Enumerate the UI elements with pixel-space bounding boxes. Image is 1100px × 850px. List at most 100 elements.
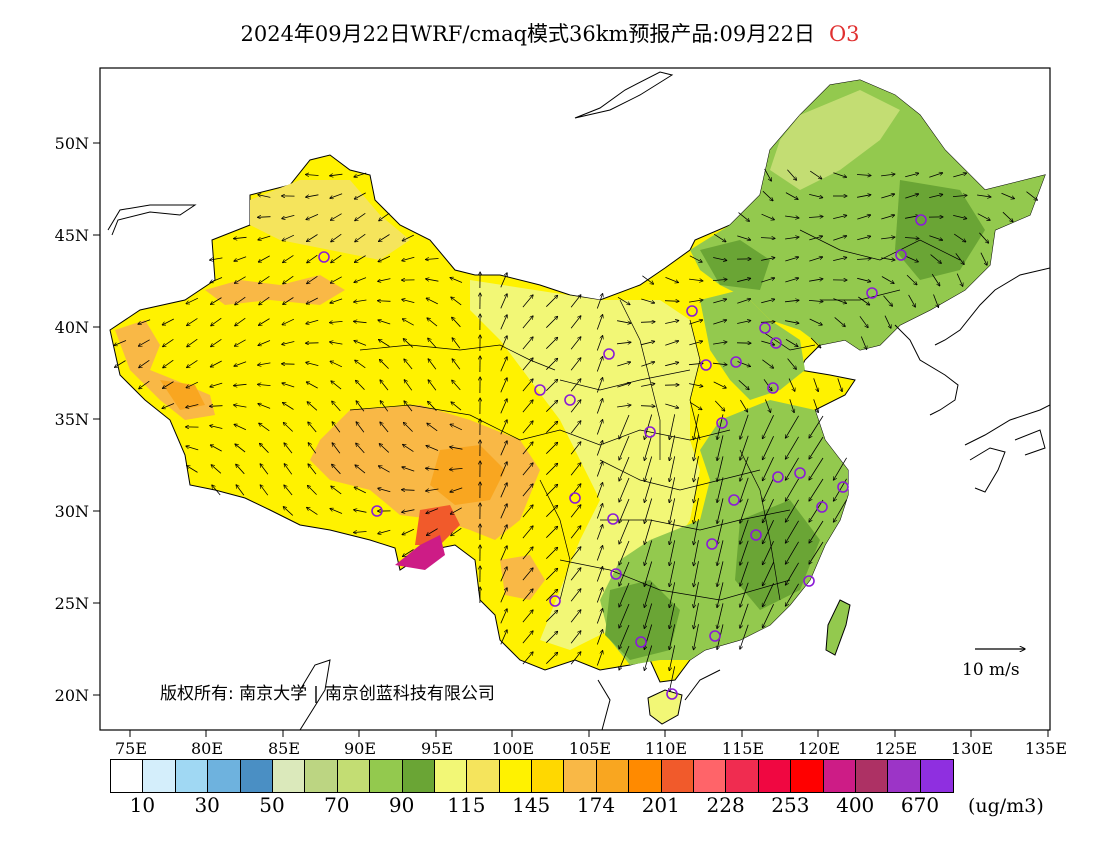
wind-vector: [617, 362, 630, 367]
zone-deeporange-west: [160, 380, 205, 410]
wind-vector: [762, 541, 774, 565]
wind-vector: [737, 278, 751, 283]
wind-vector: [402, 299, 415, 303]
wind-vector: [379, 340, 390, 347]
wind-vector: [284, 485, 293, 496]
wind-vector: [426, 468, 439, 470]
wind-vector: [307, 402, 318, 411]
wind-vector: [259, 318, 270, 326]
wind-vector: [500, 504, 507, 519]
wind-vector: [522, 484, 533, 497]
colorbar-swatch: [596, 760, 630, 792]
wind-vector: [330, 361, 343, 368]
lon-tick-label: 135E: [1025, 739, 1067, 758]
colorbar-label: 30: [194, 793, 220, 817]
wind-vector: [570, 379, 581, 392]
wind-vector: [955, 253, 964, 264]
axis-tick-marks: [93, 142, 1049, 737]
wind-vector: [714, 400, 725, 411]
zone-deeporange: [430, 445, 505, 505]
colorbar-label: 400: [836, 793, 875, 817]
zone-green-north: [700, 290, 805, 400]
wind-vector: [451, 402, 462, 411]
wind-vector: [355, 465, 366, 474]
wind-vector: [809, 318, 823, 325]
wind-vector: [762, 583, 774, 607]
wind-vector: [452, 359, 461, 370]
wind-vector: [402, 319, 414, 326]
wind-vector: [644, 456, 653, 482]
wind-vector: [379, 234, 390, 242]
wind-vector: [114, 340, 127, 346]
wind-vector: [282, 383, 295, 388]
wind-vector: [906, 274, 917, 285]
wind-vector: [931, 273, 940, 286]
wind-vector: [500, 441, 507, 456]
wind-vector: [596, 525, 602, 540]
wind-vector: [500, 462, 507, 477]
wind-vector: [378, 301, 391, 302]
wind-vector: [306, 214, 319, 219]
wind-vector: [402, 509, 415, 513]
wind-vector: [837, 378, 842, 391]
lon-tick-label: 120E: [798, 739, 840, 758]
wind-vector: [426, 528, 438, 536]
wind-vector: [210, 277, 223, 283]
wind-vector: [930, 254, 942, 264]
wind-vector: [953, 233, 966, 242]
wind-vector: [259, 296, 270, 305]
wind-vector: [186, 381, 199, 388]
wind-vector: [761, 258, 775, 261]
map-title: 2024年09月22日WRF/cmaq模式36km预报产品:09月22日 O3: [0, 18, 1100, 48]
wind-vector: [570, 652, 581, 665]
wind-vector: [282, 234, 295, 241]
wind-vector: [332, 401, 341, 412]
wind-vector: [163, 338, 174, 346]
colorbar-swatch: [888, 760, 921, 792]
wind-vector: [881, 257, 895, 260]
wind-vector: [689, 341, 702, 346]
wind-vector: [689, 255, 702, 262]
wind-vector: [139, 380, 150, 389]
wind-vector: [596, 504, 602, 519]
wind-vector: [234, 424, 247, 431]
copyright-label: 版权所有:: [160, 684, 234, 704]
wind-vector: [259, 423, 270, 432]
wind-vector: [785, 320, 799, 324]
wind-vector: [451, 297, 462, 306]
wind-vector: [785, 520, 799, 543]
wind-vector: [617, 383, 630, 388]
wind-vector: [762, 359, 773, 368]
wind-vector: [258, 404, 271, 409]
wind-vector: [740, 477, 749, 503]
lon-tick-label: 80E: [191, 739, 223, 758]
wind-vector: [354, 192, 366, 199]
wind-vector: [762, 499, 774, 523]
wind-vector: [354, 300, 367, 302]
colorbar-label: 90: [388, 793, 415, 817]
wind-vector: [619, 414, 630, 439]
wind-vector: [570, 295, 581, 308]
wind-vector: [596, 336, 602, 351]
colorbar-swatch: [758, 760, 792, 792]
wind-vector: [426, 279, 439, 282]
wind-vector: [784, 300, 799, 302]
lon-tick-label: 130E: [951, 739, 993, 758]
wind-vector: [282, 318, 295, 325]
wind-vector: [570, 610, 581, 623]
lat-tick-label: 30N: [55, 502, 89, 521]
wind-vector: [162, 318, 174, 325]
wind-vector: [380, 401, 389, 412]
wind-vector: [619, 456, 630, 481]
wind-vector: [953, 173, 966, 178]
wind-vector: [694, 624, 699, 650]
wind-vector: [283, 403, 294, 410]
wind-vector: [596, 630, 602, 645]
wind-vector: [283, 297, 294, 305]
wind-vector: [236, 485, 245, 496]
wind-vector: [738, 212, 750, 222]
lon-tick-label: 95E: [421, 739, 453, 758]
wind-vector: [138, 319, 151, 324]
wind-vector: [403, 422, 413, 432]
wind-vector: [694, 540, 699, 566]
